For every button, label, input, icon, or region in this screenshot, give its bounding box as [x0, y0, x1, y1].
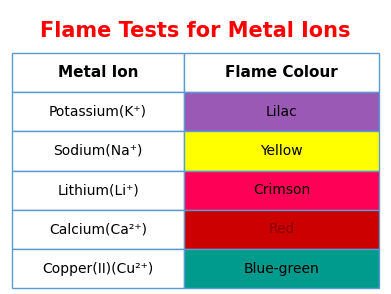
Text: Yellow: Yellow	[260, 144, 303, 158]
Text: Lilac: Lilac	[266, 105, 298, 119]
Bar	[185, 210, 379, 249]
Text: Calcium(Ca²⁺): Calcium(Ca²⁺)	[49, 222, 147, 236]
Bar	[12, 171, 185, 210]
Bar	[185, 131, 379, 171]
Text: Sodium(Na⁺): Sodium(Na⁺)	[54, 144, 143, 158]
Text: Crimson: Crimson	[253, 183, 310, 197]
Bar	[12, 249, 185, 288]
Bar	[12, 131, 185, 171]
Bar	[185, 92, 379, 131]
Text: Red: Red	[269, 222, 295, 236]
Bar	[185, 171, 379, 210]
Bar	[185, 53, 379, 92]
Text: Metal Ion: Metal Ion	[58, 65, 138, 80]
Bar	[12, 92, 185, 131]
Bar	[12, 210, 185, 249]
Bar	[12, 53, 185, 92]
Bar	[185, 249, 379, 288]
Text: Lithium(Li⁺): Lithium(Li⁺)	[57, 183, 139, 197]
Text: Flame Colour: Flame Colour	[226, 65, 338, 80]
Text: Flame Tests for Metal Ions: Flame Tests for Metal Ions	[40, 21, 351, 41]
Text: Copper(II)(Cu²⁺): Copper(II)(Cu²⁺)	[43, 262, 154, 275]
Text: Potassium(K⁺): Potassium(K⁺)	[49, 105, 147, 119]
Text: Blue-green: Blue-green	[244, 262, 320, 275]
